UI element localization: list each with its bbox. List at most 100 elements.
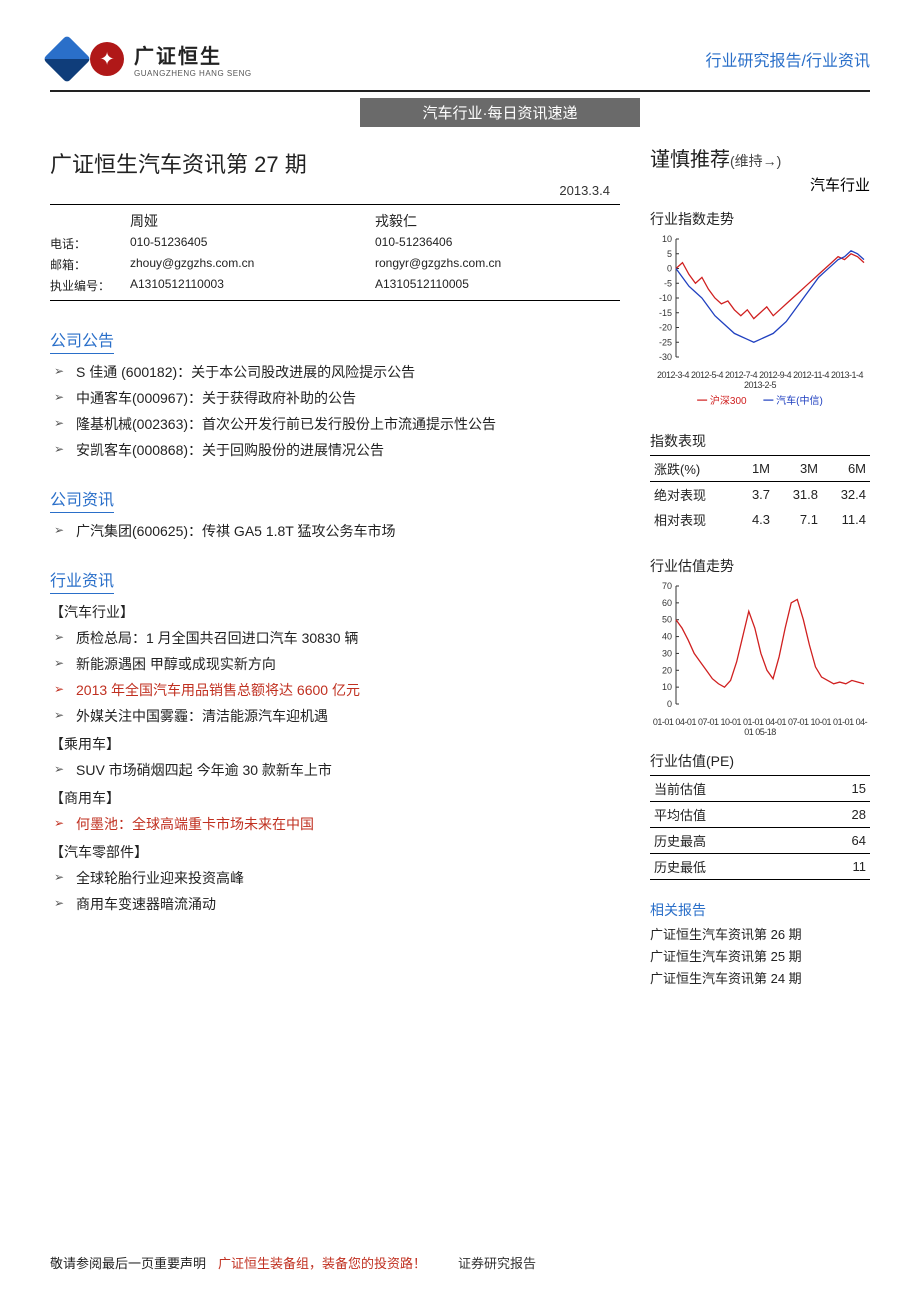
list-item-text: 广汽集团(600625)：传祺 GA5 1.8T 猛攻公务车市场	[76, 521, 395, 541]
arrow-icon: ➢	[54, 870, 68, 884]
label-license: 执业编号：	[50, 277, 130, 294]
chart1-xaxis: 2012-3-4 2012-5-4 2012-7-4 2012-9-4 2012…	[650, 370, 870, 390]
list-item-text: 外媒关注中国雾霾：清洁能源汽车迎机遇	[76, 706, 328, 726]
related-item: 广证恒生汽车资讯第 25 期	[650, 946, 870, 965]
table-cell: 绝对表现	[650, 482, 736, 508]
document-date: 2013.3.4	[50, 183, 610, 198]
contact-license-1: A1310512110005	[375, 277, 620, 294]
table-cell: 32.4	[822, 482, 870, 508]
list-item-text: 商用车变速器暗流涌动	[76, 894, 216, 914]
logo-group: ✦ 广证恒生 GUANGZHENG HANG SENG	[50, 40, 252, 78]
group-list: ➢ 全球轮胎行业迎来投资高峰 ➢商用车变速器暗流涌动	[54, 868, 620, 914]
svg-text:50: 50	[662, 615, 672, 625]
contact-phone-1: 010-51236406	[375, 235, 620, 252]
svg-text:-5: -5	[664, 278, 672, 288]
svg-text:30: 30	[662, 648, 672, 658]
related-reports-list: 广证恒生汽车资讯第 26 期广证恒生汽车资讯第 25 期广证恒生汽车资讯第 24…	[650, 924, 870, 987]
table-cell: 4.3	[736, 507, 774, 532]
footer: 敬请参阅最后一页重要声明 广证恒生装备组，装备您的投资路！ 证券研究报告	[50, 1253, 870, 1272]
svg-text:70: 70	[662, 581, 672, 591]
list-item: ➢ 广汽集团(600625)：传祺 GA5 1.8T 猛攻公务车市场	[54, 521, 620, 541]
list-item: ➢SUV 市场硝烟四起 今年逾 30 款新车上市	[54, 760, 620, 780]
top-rule	[50, 90, 870, 92]
svg-text:-30: -30	[659, 352, 672, 362]
list-item: ➢中通客车(000967)：关于获得政府补助的公告	[54, 388, 620, 408]
company-news-list: ➢ 广汽集团(600625)：传祺 GA5 1.8T 猛攻公务车市场	[54, 521, 620, 541]
rating-block: 谨慎推荐(维持→)	[650, 143, 870, 172]
table-cell: 相对表现	[650, 507, 736, 532]
group-list: ➢ 何墨池：全球高端重卡市场未来在中国	[54, 814, 620, 834]
list-item: ➢ 何墨池：全球高端重卡市场未来在中国	[54, 814, 620, 834]
logo-text: 广证恒生 GUANGZHENG HANG SENG	[134, 40, 252, 78]
list-item: ➢商用车变速器暗流涌动	[54, 894, 620, 914]
chart2-title: 行业估值走势	[650, 556, 870, 576]
logo-blue-icon	[43, 35, 91, 83]
svg-text:10: 10	[662, 682, 672, 692]
group-label: 【汽车行业】	[50, 602, 620, 622]
list-item-text: 何墨池：全球高端重卡市场未来在中国	[76, 814, 314, 834]
group-label: 【商用车】	[50, 788, 620, 808]
arrow-icon: ➢	[54, 816, 68, 830]
table-cell: 11	[810, 854, 870, 880]
list-item-text: 安凯客车(000868)：关于回购股份的进展情况公告	[76, 440, 384, 460]
left-column: 广证恒生汽车资讯第 27 期 2013.3.4 周娅 戎毅仁 电话： 010-5…	[50, 137, 620, 990]
list-item: ➢外媒关注中国雾霾：清洁能源汽车迎机遇	[54, 706, 620, 726]
svg-text:-15: -15	[659, 308, 672, 318]
list-item: ➢ 全球轮胎行业迎来投资高峰	[54, 868, 620, 888]
table-cell: 平均估值	[650, 802, 810, 828]
list-item: ➢安凯客车(000868)：关于回购股份的进展情况公告	[54, 440, 620, 460]
right-column: 谨慎推荐(维持→) 汽车行业 行业指数走势 -30-25-20-15-10-50…	[650, 137, 870, 990]
arrow-icon: ➢	[54, 364, 68, 378]
list-item: ➢隆基机械(002363)：首次公开发行前已发行股份上市流通提示性公告	[54, 414, 620, 434]
pe-table-title: 行业估值(PE)	[650, 751, 870, 771]
contact-license-0: A1310512110003	[130, 277, 375, 294]
arrow-icon: ➢	[54, 416, 68, 430]
section-announcements-title: 公司公告	[50, 327, 620, 354]
related-item: 广证恒生汽车资讯第 24 期	[650, 968, 870, 987]
svg-text:0: 0	[667, 699, 672, 709]
table-cell: 28	[810, 802, 870, 828]
svg-text:20: 20	[662, 665, 672, 675]
header-right-text: 行业研究报告/行业资讯	[706, 47, 870, 71]
arrow-icon: ➢	[54, 630, 68, 644]
table-cell: 3.7	[736, 482, 774, 508]
table-header: 6M	[822, 456, 870, 482]
footer-tag: 证券研究报告	[458, 1253, 536, 1272]
arrow-icon: ➢	[54, 523, 68, 537]
label-email: 邮箱：	[50, 256, 130, 273]
related-item: 广证恒生汽车资讯第 26 期	[650, 924, 870, 943]
legend-series-1: ━ 汽车(中信)	[763, 396, 822, 407]
list-item-text: 质检总局：1 月全国共召回进口汽车 30830 辆	[76, 628, 358, 648]
contact-name-0: 周娅	[130, 211, 375, 231]
arrow-icon: ➢	[54, 656, 68, 670]
svg-text:0: 0	[667, 264, 672, 274]
table-cell: 11.4	[822, 507, 870, 532]
rating-sub: (维持→)	[730, 153, 781, 169]
table-cell: 历史最低	[650, 854, 810, 880]
svg-text:10: 10	[662, 234, 672, 244]
related-title: 相关报告	[650, 900, 870, 920]
list-item: ➢ 质检总局：1 月全国共召回进口汽车 30830 辆	[54, 628, 620, 648]
table-cell: 15	[810, 776, 870, 802]
industry-news-groups: 【汽车行业】➢质检总局：1 月全国共召回进口汽车 30830 辆➢新能源遇困 甲…	[50, 602, 620, 914]
list-item-text: S 佳通 (600182)：关于本公司股改进展的风险提示公告	[76, 362, 415, 382]
logo-en: GUANGZHENG HANG SENG	[134, 69, 252, 78]
logo-cn: 广证恒生	[134, 40, 252, 69]
contact-name-1: 戎毅仁	[375, 211, 620, 231]
logo-red-icon: ✦	[90, 42, 124, 76]
rating-industry: 汽车行业	[650, 174, 870, 195]
footer-slogan: 广证恒生装备组，装备您的投资路！	[218, 1253, 426, 1272]
label-phone: 电话：	[50, 235, 130, 252]
table-cell: 31.8	[774, 482, 822, 508]
pe-table: 当前估值15平均估值28历史最高64历史最低11	[650, 775, 870, 880]
category-box: 汽车行业·每日资讯速递	[360, 98, 640, 127]
svg-text:-25: -25	[659, 337, 672, 347]
arrow-icon: ➢	[54, 762, 68, 776]
index-trend-chart: -30-25-20-15-10-50510	[650, 233, 870, 363]
table-header: 3M	[774, 456, 822, 482]
legend-series-0: ━ 沪深300	[697, 396, 746, 407]
category-bar-row: 汽车行业·每日资讯速递	[50, 98, 870, 127]
list-item-text: 全球轮胎行业迎来投资高峰	[76, 868, 244, 888]
group-list: ➢质检总局：1 月全国共召回进口汽车 30830 辆➢新能源遇困 甲醇或成现实新…	[54, 628, 620, 726]
arrow-icon: ➢	[54, 682, 68, 696]
